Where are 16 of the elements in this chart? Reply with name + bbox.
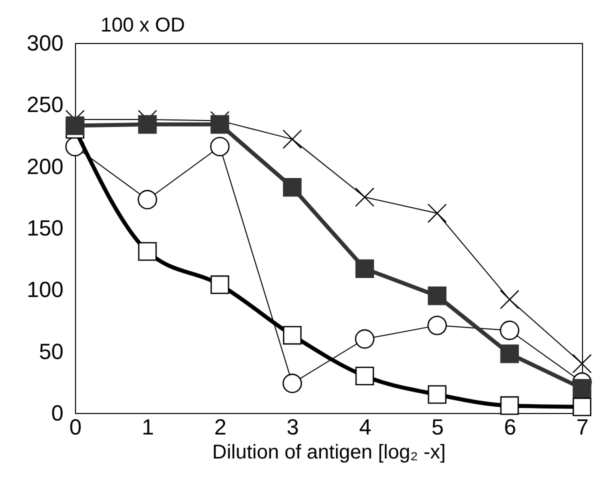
x-tick-label: 1 <box>142 414 154 440</box>
y-tick-label: 50 <box>39 338 64 364</box>
y-tick-label: 100 <box>26 277 64 302</box>
y-tick-label: 200 <box>26 154 64 179</box>
x-tick-label: 0 <box>69 414 82 440</box>
x-axis-title: Dilution of antigen [log₂ -x] <box>212 442 446 464</box>
y-tick-label: 300 <box>26 30 64 56</box>
x-tick-label: 2 <box>214 414 226 440</box>
x-tick-label: 4 <box>359 414 372 440</box>
y-axis-title: 100 x OD <box>100 14 185 36</box>
x-tick-label: 7 <box>576 414 589 440</box>
x-tick-label: 6 <box>504 414 516 440</box>
x-tick-label: 5 <box>432 414 444 440</box>
y-tick-label: 250 <box>26 92 64 118</box>
x-tick-label: 3 <box>286 414 299 440</box>
y-tick-label: 150 <box>26 216 64 240</box>
